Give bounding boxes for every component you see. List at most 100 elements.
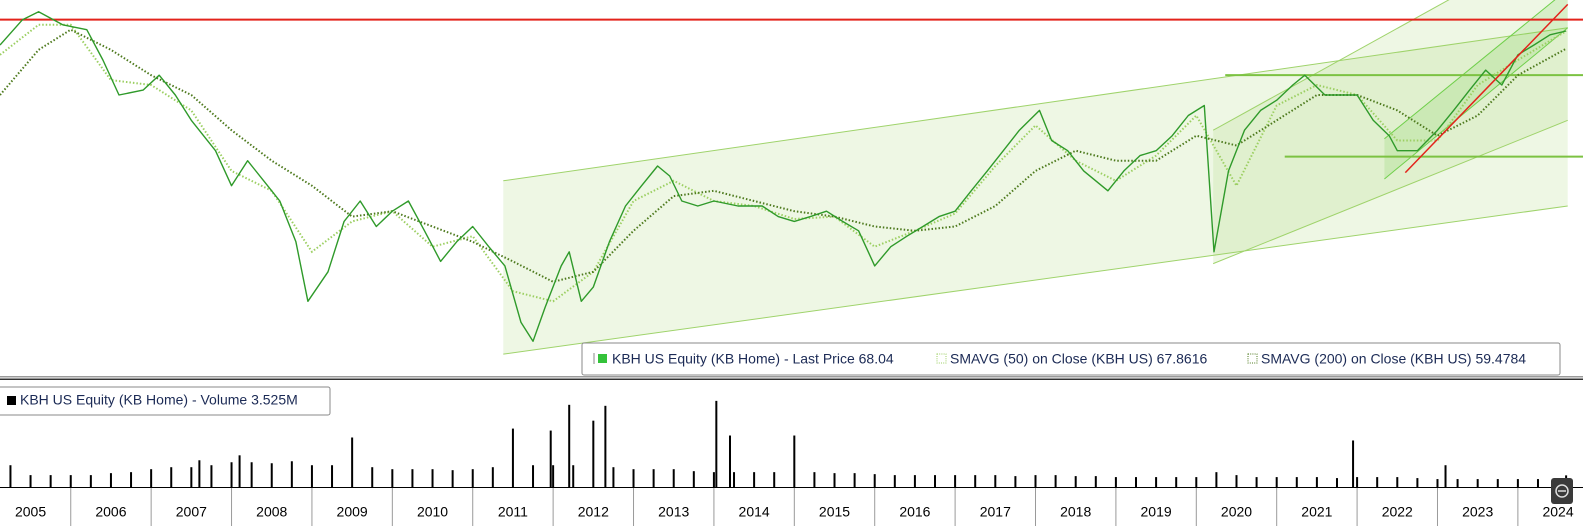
volume-bar <box>511 428 514 487</box>
legend-label: SMAVG (50) on Close (KBH US) 67.8616 <box>950 351 1208 367</box>
volume-bar <box>451 470 454 487</box>
trend-line <box>1404 3 1569 174</box>
zoom-icon[interactable] <box>1555 484 1569 498</box>
volume-bar <box>411 469 414 487</box>
volume-bar <box>250 462 253 487</box>
volume-bar <box>49 475 52 487</box>
volume-bar <box>230 462 233 487</box>
volume-bar <box>672 469 675 487</box>
year-label: 2007 <box>176 504 207 520</box>
volume-bar <box>893 475 896 487</box>
year-label: 2008 <box>256 504 287 520</box>
year-label: 2022 <box>1382 504 1413 520</box>
year-label: 2015 <box>819 504 850 520</box>
volume-bar <box>1436 479 1439 487</box>
legend-box <box>0 386 331 416</box>
volume-bar <box>198 460 201 487</box>
volume-bar <box>1054 475 1057 487</box>
volume-bar <box>130 472 133 487</box>
channel-area <box>1384 0 1568 179</box>
zoom-button[interactable] <box>1551 478 1573 504</box>
volume-bar <box>310 465 313 487</box>
volume-bar <box>612 467 615 487</box>
volume-bar <box>873 474 876 487</box>
volume-bar <box>1352 440 1355 487</box>
volume-bar <box>1536 479 1539 487</box>
year-label: 2011 <box>498 504 528 520</box>
channel-line <box>1384 0 1556 140</box>
year-label: 2019 <box>1141 504 1172 520</box>
year-label: 2017 <box>980 504 1011 520</box>
volume-bar <box>1175 477 1178 487</box>
year-label: 2013 <box>658 504 689 520</box>
volume-bar <box>9 465 12 487</box>
volume-bar <box>568 404 571 487</box>
legend-label: KBH US Equity (KB Home) - Last Price 68.… <box>612 351 894 367</box>
volume-bar <box>552 465 555 487</box>
volume-bar <box>1376 477 1379 487</box>
volume-bar <box>471 469 474 487</box>
price-legend: KBH US Equity (KB Home) - Last Price 68.… <box>581 342 1561 376</box>
legend-icon <box>7 396 16 405</box>
channel-line <box>1384 27 1569 180</box>
volume-bar <box>1195 477 1198 487</box>
volume-bar <box>632 469 635 487</box>
volume-bar <box>1315 477 1318 487</box>
volume-bar <box>290 461 293 487</box>
volume-bar <box>1356 477 1359 487</box>
volume-bar <box>89 475 92 487</box>
legend-icon <box>936 353 947 364</box>
volume-bar <box>1496 479 1499 487</box>
legend-icon <box>1247 353 1258 364</box>
volume-bar <box>572 465 575 487</box>
legend-box <box>581 342 1561 376</box>
volume-bar <box>913 475 916 487</box>
volume-bar <box>733 472 736 487</box>
volume-bar <box>150 469 153 487</box>
legend-icon <box>598 354 607 363</box>
volume-bar <box>1074 476 1077 487</box>
volume-bar <box>604 405 607 487</box>
year-label: 2016 <box>899 504 930 520</box>
volume-bar <box>715 400 718 487</box>
volume-bar <box>1034 475 1037 487</box>
volume-bar <box>238 455 241 487</box>
panel-divider <box>0 376 1583 378</box>
volume-bar <box>170 467 173 487</box>
volume-bar <box>69 475 72 487</box>
volume-bar <box>109 473 112 487</box>
year-label: 2024 <box>1542 504 1573 520</box>
volume-bar <box>1134 477 1137 487</box>
moving-average-line <box>0 28 1567 283</box>
volume-bar <box>1516 479 1519 487</box>
volume-bar <box>773 472 776 487</box>
year-label: 2012 <box>578 504 609 520</box>
volume-legend: KBH US Equity (KB Home) - Volume 3.525M <box>0 386 331 416</box>
channel-line <box>1212 0 1450 131</box>
year-label: 2006 <box>95 504 126 520</box>
volume-bar <box>753 472 756 487</box>
volume-bar <box>813 472 816 487</box>
year-label: 2023 <box>1462 504 1493 520</box>
volume-bar <box>1235 475 1238 487</box>
volume-bar <box>1295 477 1298 487</box>
legend-label: KBH US Equity (KB Home) - Volume 3.525M <box>20 392 298 408</box>
year-label: 2021 <box>1301 504 1332 520</box>
volume-bar <box>712 472 715 487</box>
volume-bar <box>1255 477 1258 487</box>
volume-bar <box>934 475 937 487</box>
volume-bar <box>728 435 731 487</box>
volume-bar <box>190 467 193 487</box>
volume-bar <box>1155 477 1158 487</box>
volume-bar <box>549 430 552 487</box>
volume-bar <box>652 469 655 487</box>
volume-bar <box>1416 478 1419 487</box>
year-label: 2020 <box>1221 504 1252 520</box>
volume-bar <box>1014 476 1017 487</box>
volume-bar <box>692 471 695 487</box>
year-label: 2010 <box>417 504 448 520</box>
time-axis: 2005 2006 2007 2008 2009 2010 2011 2012 2013 2014… <box>15 488 1574 526</box>
volume-bar <box>853 473 856 487</box>
volume-bar <box>270 463 273 487</box>
